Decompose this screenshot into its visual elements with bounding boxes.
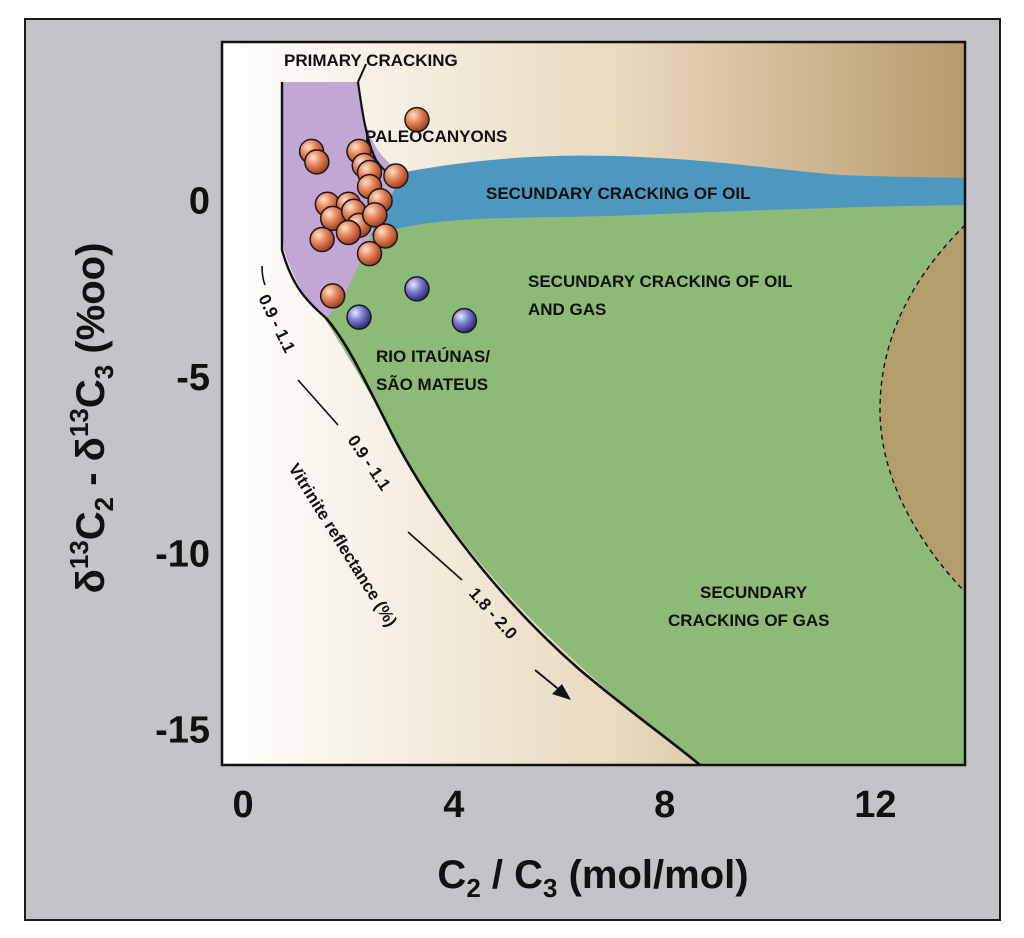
label-oil-gas-1: SECUNDARY CRACKING OF OIL <box>528 272 792 291</box>
label-paleocanyons: PALEOCANYONS <box>365 127 507 146</box>
label-secundary-oil: SECUNDARY CRACKING OF OIL <box>486 184 750 203</box>
plot-area <box>220 40 967 767</box>
boundary-primary <box>280 82 327 319</box>
label-gas-1: SECUNDARY <box>700 583 808 602</box>
y-axis-title: δ13C2 - δ13C3 (%oo) <box>64 243 119 594</box>
label-gas-2: CRACKING OF GAS <box>668 611 830 630</box>
maturity-line-2 <box>407 531 463 581</box>
label-primary-cracking: PRIMARY CRACKING <box>284 51 458 70</box>
x-axis-title: C2 / C3 (mol/mol) <box>437 853 748 903</box>
series-paleocanyons <box>298 106 430 309</box>
region-dry-gas <box>879 224 965 594</box>
paleocanyons-point <box>372 223 399 249</box>
y-axis-ticks: 0 -5 -10 -15 <box>155 181 210 752</box>
x-tick-label: 8 <box>654 784 675 826</box>
plot-frame <box>220 40 967 767</box>
maturity-line-1 <box>297 379 339 426</box>
data-markers <box>298 106 478 334</box>
y-tick-label: -5 <box>176 357 210 399</box>
x-tick-label: 12 <box>854 784 896 826</box>
region-oil-cracking <box>360 155 965 240</box>
maturity-tick-start <box>261 265 266 286</box>
y-tick-label: -15 <box>155 710 210 752</box>
maturity-arrow-head <box>552 684 571 700</box>
paleocanyons-point <box>309 226 335 253</box>
paleocanyons-point <box>319 283 346 309</box>
paleocanyons-point <box>304 149 330 175</box>
rio-itaunas-point <box>451 307 478 334</box>
y-tick-label: -10 <box>155 533 210 575</box>
rio-itaunas-point <box>346 304 372 330</box>
boundary-primary-label-line <box>357 63 367 83</box>
y-tick-label: 0 <box>189 181 210 223</box>
series-rio-itaunas <box>346 276 478 334</box>
rio-itaunas-point <box>404 276 430 302</box>
paleocanyons-point <box>362 202 388 228</box>
paleocanyons-point <box>335 219 362 246</box>
x-axis-ticks: 0 4 8 12 <box>233 784 897 826</box>
maturity-arrow-line <box>534 669 563 693</box>
x-tick-label: 0 <box>233 784 254 826</box>
region-gas-cracking <box>318 185 965 765</box>
label-rio-1: RIO ITAÚNAS/ <box>376 347 490 366</box>
x-tick-label: 4 <box>443 784 464 826</box>
paleocanyons-point <box>404 106 430 133</box>
paleocanyons-point <box>383 163 409 189</box>
boundary-maturity <box>325 317 701 765</box>
label-oil-gas-2: AND GAS <box>528 300 606 319</box>
paleocanyons-point <box>356 240 383 267</box>
label-rio-2: SÃO MATEUS <box>376 374 488 394</box>
